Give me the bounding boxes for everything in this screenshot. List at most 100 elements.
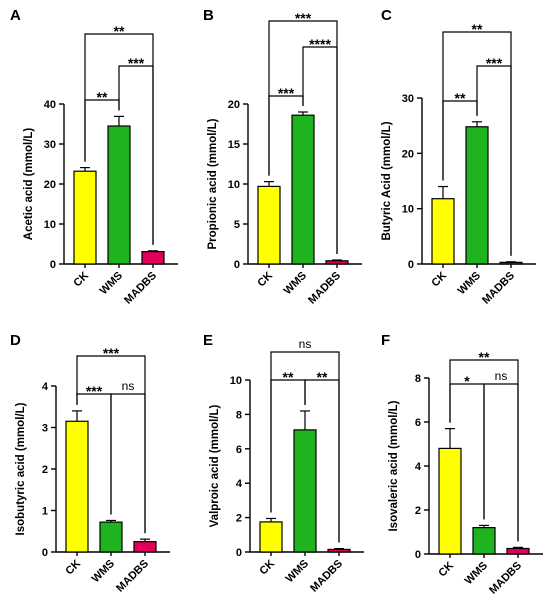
- y-tick-label: 8: [415, 373, 421, 385]
- panel-a: A Acetic acid (mmol/L) 0 10 20 30 40 CK WMSMADBS…: [10, 7, 178, 307]
- significance-label: ***: [128, 55, 145, 71]
- bar-wms: [99, 521, 123, 553]
- category-label: WMS: [282, 270, 309, 297]
- y-tick-label: 20: [228, 99, 240, 111]
- category-label: CK: [71, 270, 91, 290]
- bar-madbs: [327, 548, 351, 553]
- y-tick-label: 6: [415, 417, 421, 429]
- y-tick-label: 10: [44, 219, 56, 231]
- category-label: MADBS: [487, 560, 524, 597]
- y-tick-label: 2: [42, 464, 48, 476]
- significance-bracket: [110, 393, 146, 534]
- y-axis-label: Isovaleric acid (mmol/L): [388, 400, 400, 531]
- bar-wms: [472, 526, 496, 555]
- category-label: CK: [436, 560, 456, 580]
- panel-letter: D: [10, 332, 21, 349]
- y-axis-label: Valproic acid (mmol/L): [209, 404, 221, 527]
- significance-bracket: [76, 355, 146, 534]
- y-tick-label: 20: [44, 179, 56, 191]
- bar-ck: [259, 521, 283, 553]
- y-tick-label: 20: [402, 148, 414, 160]
- y-tick-label: 30: [402, 93, 414, 105]
- bar-madbs: [499, 261, 523, 265]
- y-tick-label: 2: [236, 513, 242, 525]
- significance-bracket: [270, 351, 340, 543]
- category-label: WMS: [463, 560, 490, 587]
- y-tick-label: 0: [415, 549, 421, 561]
- y-tick-label: 10: [402, 204, 414, 216]
- significance-label: ns: [299, 337, 312, 351]
- category-label: MADBS: [122, 270, 159, 307]
- panel-b: B Propionic acid (mmol/L) 0 5 10 15 20 CK WMSMAD…: [203, 7, 362, 307]
- significance-label: **: [97, 89, 108, 105]
- panel-letter: B: [203, 7, 214, 24]
- category-label: WMS: [456, 270, 483, 297]
- significance-label: ns: [495, 369, 508, 383]
- bar-wms: [293, 429, 317, 553]
- bar-wms: [291, 114, 315, 265]
- category-label: CK: [429, 270, 449, 290]
- category-label: MADBS: [306, 270, 343, 307]
- category-label: WMS: [90, 558, 117, 585]
- y-tick-label: 0: [42, 547, 48, 559]
- bar-ck: [73, 170, 97, 265]
- y-tick-label: 0: [50, 259, 56, 271]
- y-tick-label: 4: [42, 381, 49, 393]
- significance-bracket: [84, 33, 154, 245]
- y-axis-label: Acetic acid (mmol/L): [23, 128, 35, 241]
- y-tick-label: 3: [42, 423, 48, 435]
- y-tick-label: 8: [236, 409, 242, 421]
- bar-madbs: [141, 251, 165, 265]
- y-tick-label: 10: [228, 179, 240, 191]
- bar-ck: [438, 447, 462, 555]
- panel-f: F Isovaleric acid (mmol/L) 0 2 4 6 8 CK WMSMADBS…: [381, 332, 543, 597]
- y-axis-label: Butyric Acid (mmol/L): [381, 121, 393, 240]
- category-label: CK: [257, 558, 277, 578]
- category-label: CK: [63, 558, 83, 578]
- significance-bracket: [449, 359, 519, 542]
- category-label: WMS: [284, 558, 311, 585]
- y-tick-label: 2: [415, 505, 421, 517]
- category-label: MADBS: [480, 270, 517, 307]
- category-label: MADBS: [114, 558, 151, 595]
- significance-label: **: [114, 23, 125, 39]
- y-tick-label: 4: [415, 461, 422, 473]
- bar-wms: [107, 125, 131, 265]
- panel-e: E Valproic acid (mmol/L) 0 2 4 6 8 10 CK WMSMADBS…: [203, 332, 364, 595]
- y-tick-label: 10: [230, 375, 242, 387]
- y-tick-label: 15: [228, 139, 240, 151]
- significance-bracket: [483, 383, 519, 542]
- y-tick-label: 0: [408, 259, 414, 271]
- y-axis-label: Propionic acid (mmol/L): [207, 118, 219, 249]
- panel-d: D Isobutyric acid (mmol/L) 0 1 2 3 4 CK WMSMADBS…: [10, 332, 170, 595]
- bar-ck: [431, 198, 455, 265]
- category-label: CK: [255, 270, 275, 290]
- bar-ck: [65, 420, 89, 553]
- significance-label: **: [283, 369, 294, 385]
- y-tick-label: 4: [236, 478, 243, 490]
- significance-label: ***: [486, 55, 503, 71]
- category-label: WMS: [98, 270, 125, 297]
- panel-letter: C: [381, 7, 392, 24]
- y-tick-label: 30: [44, 139, 56, 151]
- bar-wms: [465, 126, 489, 265]
- significance-bracket: [268, 20, 338, 254]
- significance-label: **: [472, 21, 483, 37]
- bar-madbs: [506, 547, 530, 555]
- y-tick-label: 0: [236, 547, 242, 559]
- panel-letter: E: [203, 332, 213, 349]
- category-label: MADBS: [308, 558, 345, 595]
- significance-label: ***: [103, 345, 120, 361]
- bar-madbs: [325, 260, 349, 265]
- y-tick-label: 40: [44, 99, 56, 111]
- significance-label: *: [464, 373, 470, 389]
- significance-label: ***: [295, 10, 312, 26]
- significance-label: **: [479, 349, 490, 365]
- significance-label: ***: [278, 85, 295, 101]
- significance-bracket: [442, 31, 512, 256]
- significance-label: **: [455, 90, 466, 106]
- significance-label: **: [317, 369, 328, 385]
- panel-letter: F: [381, 332, 390, 349]
